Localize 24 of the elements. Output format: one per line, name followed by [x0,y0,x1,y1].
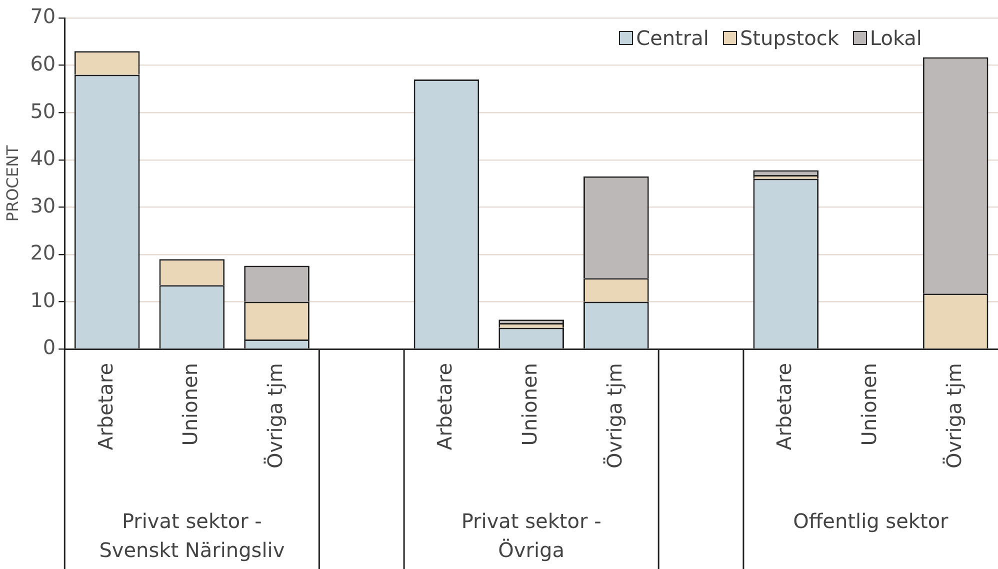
text: Privat sektor - Svenskt Näringsliv [99,509,285,562]
text: Privat sektor - Övriga [461,509,602,562]
x-tick-label: Övriga tjm [602,363,626,469]
y-tick-label: 0 [42,335,56,360]
x-tick-label: Unionen [856,363,881,446]
y-tick-label: 20 [30,240,56,265]
x-tick-label: Övriga tjm [942,363,966,469]
x-tick-label: Unionen [518,363,542,446]
legend-label: Stupstock [740,26,839,50]
legend-label: Central [636,26,709,50]
x-tick-label: Arbetare [432,363,457,450]
y-tick-label: 70 [30,4,56,28]
y-tick-label: 40 [30,146,56,170]
y-tick-label: 30 [30,193,56,218]
x-tick-label: Övriga tjm [262,363,287,469]
legend-label: Lokal [870,26,922,50]
y-tick-label: 60 [30,51,56,76]
y-tick-label: 50 [30,98,56,123]
x-tick-label: Arbetare [93,363,118,450]
text: Offentlig sektor [793,509,950,534]
y-tick-label: 10 [30,288,56,312]
y-axis-title: PROCENT [2,145,22,222]
x-tick-label: Unionen [178,363,202,446]
x-tick-label: Arbetare [772,363,796,450]
